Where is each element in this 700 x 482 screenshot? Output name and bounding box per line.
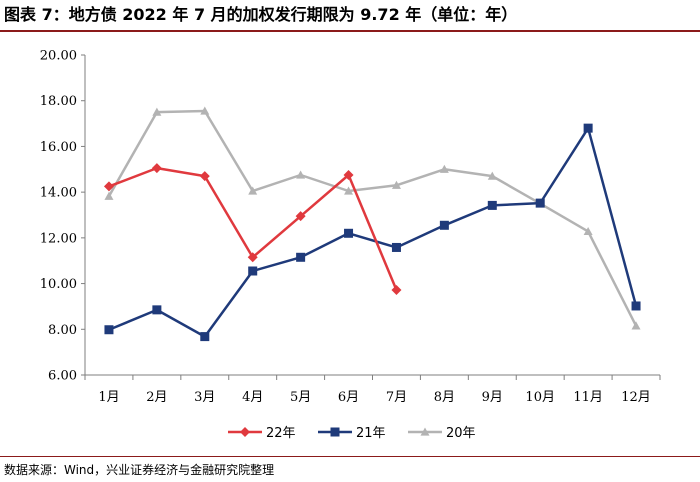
data-point [296, 252, 306, 262]
x-tick-label: 12月 [621, 390, 651, 405]
data-point [248, 266, 258, 276]
x-tick-label: 5月 [290, 390, 311, 405]
data-point [391, 284, 402, 295]
x-tick-label: 6月 [338, 390, 359, 405]
legend-label: 21年 [356, 426, 386, 441]
data-point [295, 211, 306, 222]
data-point [104, 191, 114, 200]
legend-item-22年: 22年 [228, 426, 296, 441]
data-point [152, 107, 162, 116]
series-21年 [104, 123, 641, 342]
series-20年 [104, 106, 641, 330]
y-tick-label: 16.00 [40, 140, 77, 155]
x-tick-label: 1月 [98, 390, 119, 405]
data-point [583, 226, 593, 236]
x-tick-label: 11月 [573, 390, 603, 405]
x-tick-label: 9月 [482, 390, 503, 405]
data-point [199, 171, 210, 182]
legend-item-21年: 21年 [318, 426, 386, 441]
y-tick-label: 10.00 [40, 277, 77, 292]
data-point [344, 228, 354, 238]
data-point [151, 163, 162, 174]
data-point [631, 321, 641, 330]
chart-title: 图表 7：地方债 2022 年 7 月的加权发行期限为 9.72 年（单位：年） [4, 5, 518, 24]
x-tick-label: 4月 [242, 390, 263, 405]
y-tick-label: 12.00 [40, 231, 77, 246]
series-line [108, 126, 638, 338]
source-divider [0, 456, 700, 457]
data-point [391, 242, 401, 252]
data-point [583, 123, 593, 133]
data-point [247, 252, 258, 263]
y-tick-label: 18.00 [40, 94, 77, 109]
data-point [343, 170, 354, 180]
data-point [631, 301, 641, 311]
data-point [200, 332, 210, 342]
y-tick-label: 6.00 [48, 369, 77, 384]
data-point [391, 180, 401, 189]
data-point [487, 200, 497, 210]
legend-label: 20年 [446, 426, 476, 441]
x-tick-labels: 1月 2月 3月 4月 5月 6月 7月 8月 9月 10月 11月 12月 [98, 390, 650, 405]
data-point [344, 186, 354, 195]
source-note: 数据来源：Wind，兴业证券经济与金融研究院整理 [4, 463, 275, 477]
data-point [104, 325, 114, 335]
data-point [330, 427, 340, 437]
data-point [296, 170, 306, 179]
data-point [535, 198, 545, 208]
legend-item-20年: 20年 [408, 426, 476, 441]
data-point [152, 305, 162, 315]
data-point [248, 186, 258, 195]
series-lines [103, 106, 641, 342]
chart-legend: 22年 21年 20年 [228, 426, 476, 441]
x-tick-label: 8月 [434, 390, 455, 405]
data-point [487, 171, 497, 180]
series-22年 [103, 163, 402, 295]
data-point [103, 181, 114, 192]
title-divider [0, 30, 700, 32]
data-point [200, 106, 210, 115]
y-tick-label: 20.00 [40, 49, 77, 64]
data-point [439, 164, 449, 173]
x-tick-label: 7月 [386, 390, 407, 405]
x-tick-label: 3月 [194, 390, 215, 405]
y-tick-label: 8.00 [48, 323, 77, 338]
y-tick-labels: 6.00 8.00 10.00 12.00 14.00 16.00 18.00 20.00 [40, 49, 77, 384]
line-chart: 6.00 8.00 10.00 12.00 14.00 16.00 18.00 20.00 1… [40, 49, 661, 441]
series-line [107, 109, 638, 327]
data-point [240, 427, 250, 437]
data-point [439, 220, 449, 230]
x-tick-label: 10月 [525, 390, 555, 405]
legend-label: 22年 [266, 426, 296, 441]
y-tick-label: 14.00 [40, 186, 77, 201]
x-tick-label: 2月 [146, 390, 167, 405]
data-point [420, 427, 430, 436]
chart-axes [81, 54, 661, 380]
